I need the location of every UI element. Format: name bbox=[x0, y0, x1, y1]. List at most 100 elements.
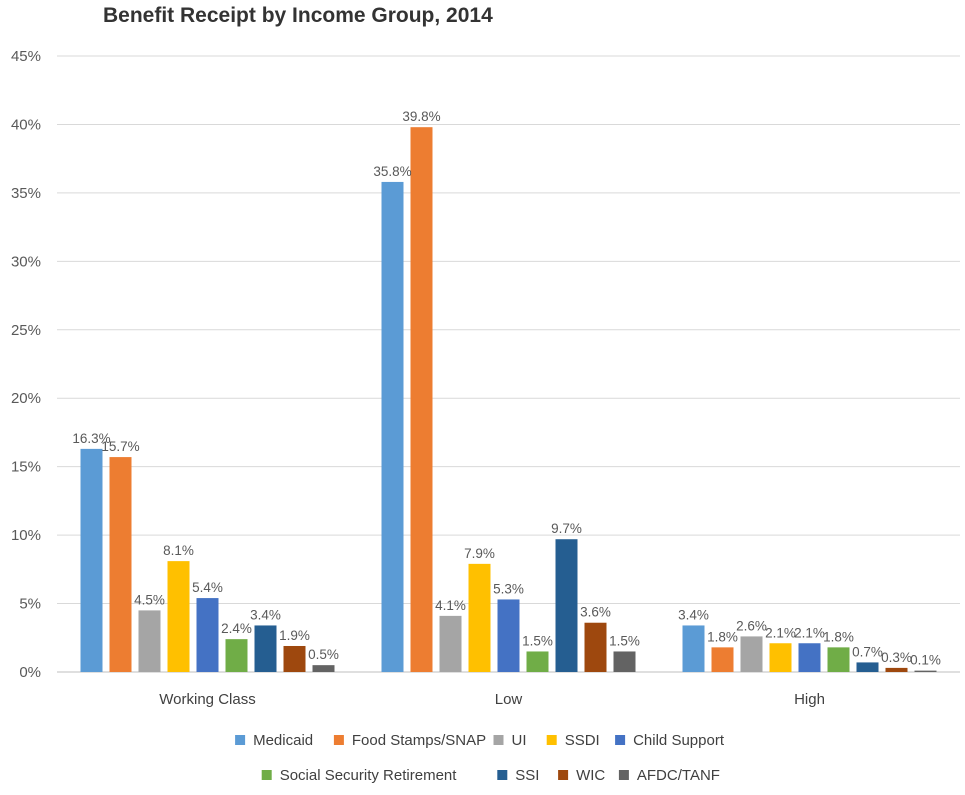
bar-wic bbox=[584, 622, 607, 672]
data-label: 4.1% bbox=[435, 598, 466, 613]
legend-label: WIC bbox=[576, 767, 605, 784]
legend-swatch bbox=[615, 735, 626, 745]
y-tick-label: 25% bbox=[11, 322, 41, 339]
chart-title: Benefit Receipt by Income Group, 2014 bbox=[103, 4, 493, 27]
data-label: 3.6% bbox=[580, 605, 611, 620]
legend-item-food-stamps-snap: Food Stamps/SNAP bbox=[333, 732, 486, 749]
bar-medicaid bbox=[682, 625, 705, 672]
legend-item-afdc-tanf: AFDC/TANF bbox=[618, 767, 720, 784]
data-label: 2.6% bbox=[736, 618, 767, 633]
bar-child-support bbox=[196, 598, 219, 672]
bar-ssdi bbox=[167, 561, 190, 672]
data-label: 1.5% bbox=[522, 633, 553, 648]
data-label: 1.8% bbox=[707, 629, 738, 644]
bar-medicaid bbox=[80, 448, 103, 672]
legend-item-ssi: SSI bbox=[497, 767, 539, 784]
legend-swatch bbox=[333, 735, 344, 745]
bar-social-security-retirement bbox=[225, 639, 248, 672]
data-label: 0.3% bbox=[881, 650, 912, 665]
data-label: 9.7% bbox=[551, 521, 582, 536]
bar-medicaid bbox=[381, 181, 404, 672]
bar-child-support bbox=[497, 599, 520, 672]
legend-label: AFDC/TANF bbox=[637, 767, 720, 784]
legend-swatch bbox=[235, 735, 246, 745]
legend-swatch bbox=[558, 770, 569, 780]
data-label: 35.8% bbox=[373, 164, 411, 179]
y-tick-label: 10% bbox=[11, 527, 41, 544]
legend-item-wic: WIC bbox=[558, 767, 605, 784]
bar-ui bbox=[138, 610, 161, 672]
legend-item-medicaid: Medicaid bbox=[235, 732, 313, 749]
bar-child-support bbox=[798, 643, 821, 672]
category-label: Working Class bbox=[159, 691, 255, 708]
y-tick-label: 0% bbox=[19, 664, 41, 681]
data-label: 2.4% bbox=[221, 621, 252, 636]
y-tick-label: 35% bbox=[11, 185, 41, 202]
bar-afdc-tanf bbox=[914, 670, 937, 672]
legend-label: SSDI bbox=[565, 732, 600, 749]
data-label: 8.1% bbox=[163, 543, 194, 558]
data-label: 5.4% bbox=[192, 580, 223, 595]
data-labels: 16.3%15.7%4.5%8.1%5.4%2.4%3.4%1.9%0.5%35… bbox=[72, 109, 941, 667]
data-label: 1.8% bbox=[823, 629, 854, 644]
data-label: 16.3% bbox=[72, 431, 110, 446]
legend-swatch bbox=[493, 735, 504, 745]
data-label: 5.3% bbox=[493, 581, 524, 596]
data-label: 0.1% bbox=[910, 653, 941, 668]
legend-item-child-support: Child Support bbox=[615, 732, 725, 749]
bar-afdc-tanf bbox=[312, 665, 335, 672]
legend-label: SSI bbox=[515, 767, 539, 784]
bar-ssi bbox=[856, 662, 879, 672]
legend-swatch bbox=[546, 735, 557, 745]
legend-item-ssdi: SSDI bbox=[546, 732, 600, 749]
bar-ssi bbox=[254, 625, 277, 672]
bar-wic bbox=[885, 667, 908, 672]
data-label: 4.5% bbox=[134, 592, 165, 607]
bar-food-stamps-snap bbox=[109, 457, 132, 672]
y-axis-ticks: 0% 5% 10% 15% 20% 25% 30% 35% 40% 45% bbox=[11, 48, 41, 681]
legend-item-ui: UI bbox=[493, 732, 527, 749]
y-tick-label: 5% bbox=[19, 596, 41, 613]
y-tick-label: 40% bbox=[11, 116, 41, 133]
legend-item-social-security-retirement: Social Security Retirement bbox=[261, 767, 458, 784]
legend: Medicaid Food Stamps/SNAP UI SSDI Child Supp… bbox=[235, 732, 725, 784]
bar-social-security-retirement bbox=[526, 651, 549, 672]
legend-label: Medicaid bbox=[253, 732, 313, 749]
legend-label: Social Security Retirement bbox=[280, 767, 458, 784]
legend-swatch bbox=[497, 770, 508, 780]
bar-afdc-tanf bbox=[613, 651, 636, 672]
data-label: 1.9% bbox=[279, 628, 310, 643]
data-label: 2.1% bbox=[794, 625, 825, 640]
category-label: Low bbox=[495, 691, 523, 708]
bars bbox=[80, 127, 937, 672]
x-axis-categories: Working Class Low High bbox=[159, 691, 825, 708]
bar-wic bbox=[283, 645, 306, 672]
y-tick-label: 15% bbox=[11, 459, 41, 476]
data-label: 3.4% bbox=[678, 607, 709, 622]
y-tick-label: 30% bbox=[11, 253, 41, 270]
legend-swatch bbox=[618, 770, 629, 780]
legend-swatch bbox=[261, 770, 272, 780]
legend-label: UI bbox=[512, 732, 527, 749]
bar-ui bbox=[439, 615, 462, 672]
y-tick-label: 20% bbox=[11, 390, 41, 407]
data-label: 0.7% bbox=[852, 644, 883, 659]
bar-social-security-retirement bbox=[827, 647, 850, 672]
y-tick-label: 45% bbox=[11, 48, 41, 65]
category-label: High bbox=[794, 691, 825, 708]
data-label: 15.7% bbox=[101, 439, 139, 454]
bar-ssdi bbox=[468, 563, 491, 672]
data-label: 1.5% bbox=[609, 633, 640, 648]
bar-food-stamps-snap bbox=[410, 127, 433, 672]
bar-ssdi bbox=[769, 643, 792, 672]
bar-food-stamps-snap bbox=[711, 647, 734, 672]
data-label: 3.4% bbox=[250, 607, 281, 622]
legend-label: Child Support bbox=[633, 732, 725, 749]
bar-ui bbox=[740, 636, 763, 672]
bar-ssi bbox=[555, 539, 578, 672]
legend-label: Food Stamps/SNAP bbox=[352, 732, 486, 749]
data-label: 2.1% bbox=[765, 625, 796, 640]
data-label: 0.5% bbox=[308, 647, 339, 662]
data-label: 39.8% bbox=[402, 109, 440, 124]
